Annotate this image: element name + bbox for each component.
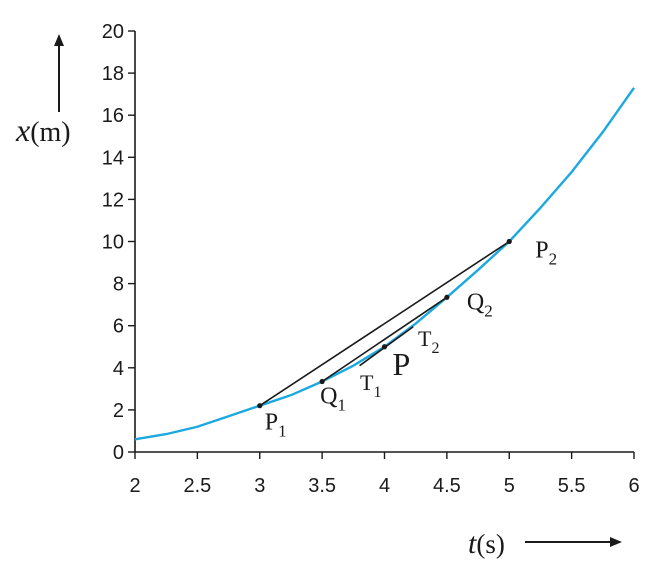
x-tick-label: 5.5 bbox=[558, 475, 586, 497]
x-axis-label: t(s) bbox=[468, 527, 622, 560]
point-p1 bbox=[257, 403, 263, 409]
x-tick-label: 4 bbox=[379, 475, 390, 497]
y-axis-unit: (m) bbox=[30, 117, 70, 148]
y-tick-label: 20 bbox=[102, 21, 124, 43]
x-axis-var: t bbox=[468, 527, 477, 560]
x-tick-label: 3.5 bbox=[308, 475, 336, 497]
x-tick-label: 2 bbox=[129, 475, 140, 497]
y-tick-label: 0 bbox=[113, 442, 124, 464]
y-tick-label: 12 bbox=[102, 189, 124, 211]
point-q1 bbox=[319, 378, 325, 385]
label-q2: Q2 bbox=[467, 289, 493, 320]
point-labels: P1 P2 Q1 Q2 P T1 T2 bbox=[265, 238, 557, 441]
x-tick-label: 6 bbox=[628, 475, 639, 497]
y-axis-label: x(m) bbox=[15, 34, 71, 148]
y-tick-label: 8 bbox=[113, 274, 124, 296]
label-t1: T1 bbox=[360, 370, 381, 401]
chords bbox=[259, 240, 510, 407]
y-tick-label: 14 bbox=[102, 147, 124, 169]
svg-text:t(s): t(s) bbox=[468, 527, 505, 560]
x-axis-unit: (s) bbox=[476, 529, 505, 559]
position-time-curve bbox=[134, 87, 635, 441]
x-tick-label: 5 bbox=[504, 475, 515, 497]
x-tick-label: 3 bbox=[254, 475, 265, 497]
y-tick-label: 4 bbox=[113, 358, 124, 380]
point-p bbox=[381, 344, 388, 350]
y-tick-label: 10 bbox=[102, 232, 124, 254]
y-tick-label: 6 bbox=[113, 316, 124, 338]
label-p1: P1 bbox=[265, 410, 287, 441]
y-axis-var: x bbox=[15, 112, 30, 148]
label-q1: Q1 bbox=[320, 383, 346, 414]
point-q2 bbox=[444, 294, 450, 300]
point-p2 bbox=[506, 238, 512, 245]
y-tick-label: 16 bbox=[102, 105, 124, 127]
x-tick-label: 4.5 bbox=[433, 475, 461, 497]
y-tick-label: 2 bbox=[113, 400, 124, 422]
chord-p1-p2 bbox=[259, 240, 510, 407]
label-t2: T2 bbox=[418, 326, 439, 357]
y-tick-label: 18 bbox=[102, 63, 124, 85]
points bbox=[257, 238, 512, 409]
label-p2: P2 bbox=[535, 238, 557, 269]
svg-text:x(m): x(m) bbox=[15, 112, 71, 148]
label-p: P bbox=[393, 346, 411, 382]
axes bbox=[134, 31, 634, 453]
x-tick-label: 2.5 bbox=[183, 475, 211, 497]
chord-q1-q2 bbox=[321, 296, 448, 383]
